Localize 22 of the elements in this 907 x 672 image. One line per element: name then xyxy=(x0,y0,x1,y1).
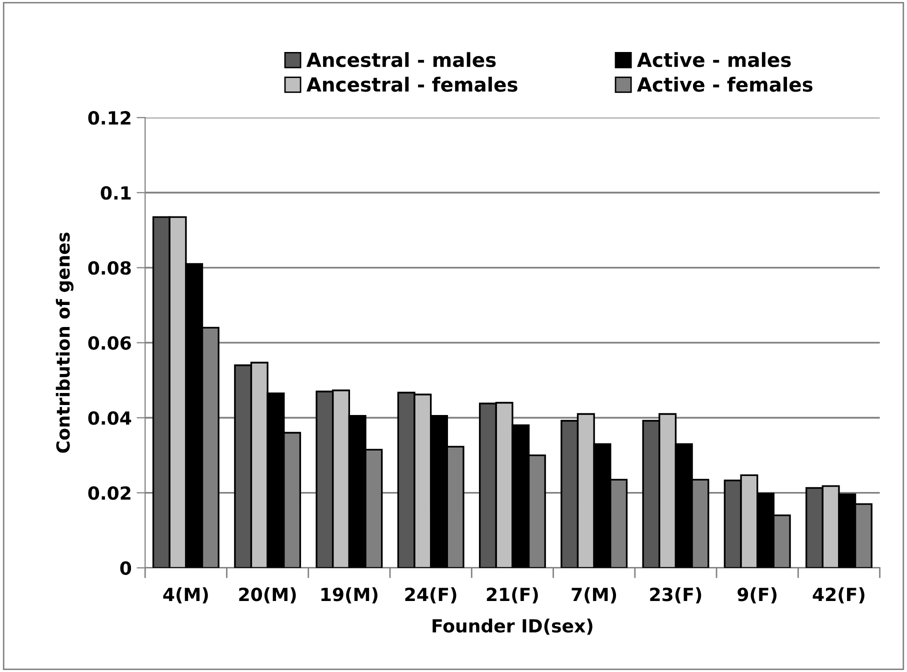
x-tick-label: 19(M) xyxy=(321,587,378,604)
y-tick-label: 0.04 xyxy=(88,411,132,425)
x-tick-label: 24(F) xyxy=(405,587,456,604)
y-tick-label: 0.12 xyxy=(88,111,130,125)
y-tick-label: 0.1 xyxy=(100,186,131,200)
x-tick-label: 9(F) xyxy=(738,587,776,604)
x-axis-title: Founder ID(sex) xyxy=(432,618,592,635)
y-tick-label: 0.06 xyxy=(88,336,131,350)
legend-label: Active - females xyxy=(637,76,812,92)
legend-label: Ancestral - females xyxy=(306,76,518,92)
x-tick-label: 42(F) xyxy=(812,587,864,604)
y-tick-label: 0 xyxy=(120,561,132,575)
y-axis-title: Contribution of genes xyxy=(56,232,74,453)
legend-label: Active - males xyxy=(637,52,791,68)
legend-label: Ancestral - males xyxy=(306,52,496,68)
x-tick-label: 4(M) xyxy=(163,587,208,604)
x-tick-label: 7(M) xyxy=(572,587,616,604)
x-tick-label: 20(M) xyxy=(239,587,296,604)
x-tick-label: 23(F) xyxy=(650,587,702,604)
y-tick-label: 0.08 xyxy=(88,261,131,275)
x-tick-label: 21(F) xyxy=(486,587,538,604)
y-tick-label: 0.02 xyxy=(88,486,130,500)
